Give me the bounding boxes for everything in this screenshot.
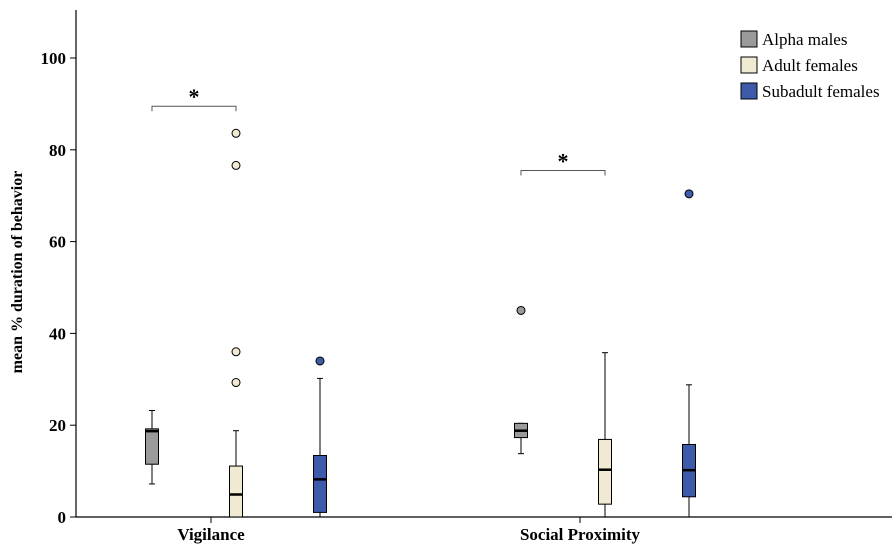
significance-star: * bbox=[189, 84, 200, 109]
legend-label: Adult females bbox=[762, 56, 858, 75]
outlier-point bbox=[315, 356, 325, 366]
legend-label: Alpha males bbox=[762, 30, 847, 49]
outlier-point bbox=[231, 160, 241, 170]
box-alpha-males bbox=[145, 410, 159, 485]
x-category-label: Vigilance bbox=[177, 525, 245, 544]
outlier-point bbox=[231, 347, 241, 357]
outlier-point bbox=[231, 128, 241, 138]
legend-swatch bbox=[740, 30, 758, 48]
box-subadult-females bbox=[682, 189, 696, 518]
significance-star: * bbox=[558, 148, 569, 173]
significance-bracket bbox=[151, 105, 237, 112]
y-tick-label: 80 bbox=[49, 141, 66, 160]
outlier-point bbox=[684, 189, 694, 199]
outlier-point bbox=[516, 305, 526, 315]
legend: Alpha males Adult females Subadult females bbox=[740, 30, 880, 101]
plot-area bbox=[145, 128, 696, 518]
box-iqr bbox=[598, 438, 612, 505]
box-subadult-females bbox=[313, 356, 327, 518]
y-axis-label: mean % duration of behavior bbox=[9, 171, 26, 374]
y-tick-label: 40 bbox=[49, 324, 66, 343]
outlier-point bbox=[231, 378, 241, 388]
significance-annotations: ** bbox=[151, 84, 606, 176]
legend-label: Subadult females bbox=[762, 82, 880, 101]
box-adult-females bbox=[229, 128, 243, 518]
y-tick-label: 60 bbox=[49, 233, 66, 252]
legend-swatch bbox=[740, 82, 758, 100]
y-tick-label: 20 bbox=[49, 416, 66, 435]
legend-swatch bbox=[740, 56, 758, 74]
box-iqr bbox=[145, 428, 159, 465]
box-alpha-males bbox=[514, 305, 528, 455]
significance-bracket bbox=[520, 169, 606, 176]
box-adult-females bbox=[598, 352, 612, 518]
axes: 0 20 40 60 80 100 Vigilance Social Proximity bbox=[41, 10, 892, 544]
y-tick-label: 100 bbox=[41, 49, 67, 68]
x-category-label: Social Proximity bbox=[520, 525, 641, 544]
y-tick-label: 0 bbox=[58, 508, 67, 527]
box-iqr bbox=[313, 454, 327, 513]
box-iqr bbox=[229, 465, 243, 518]
